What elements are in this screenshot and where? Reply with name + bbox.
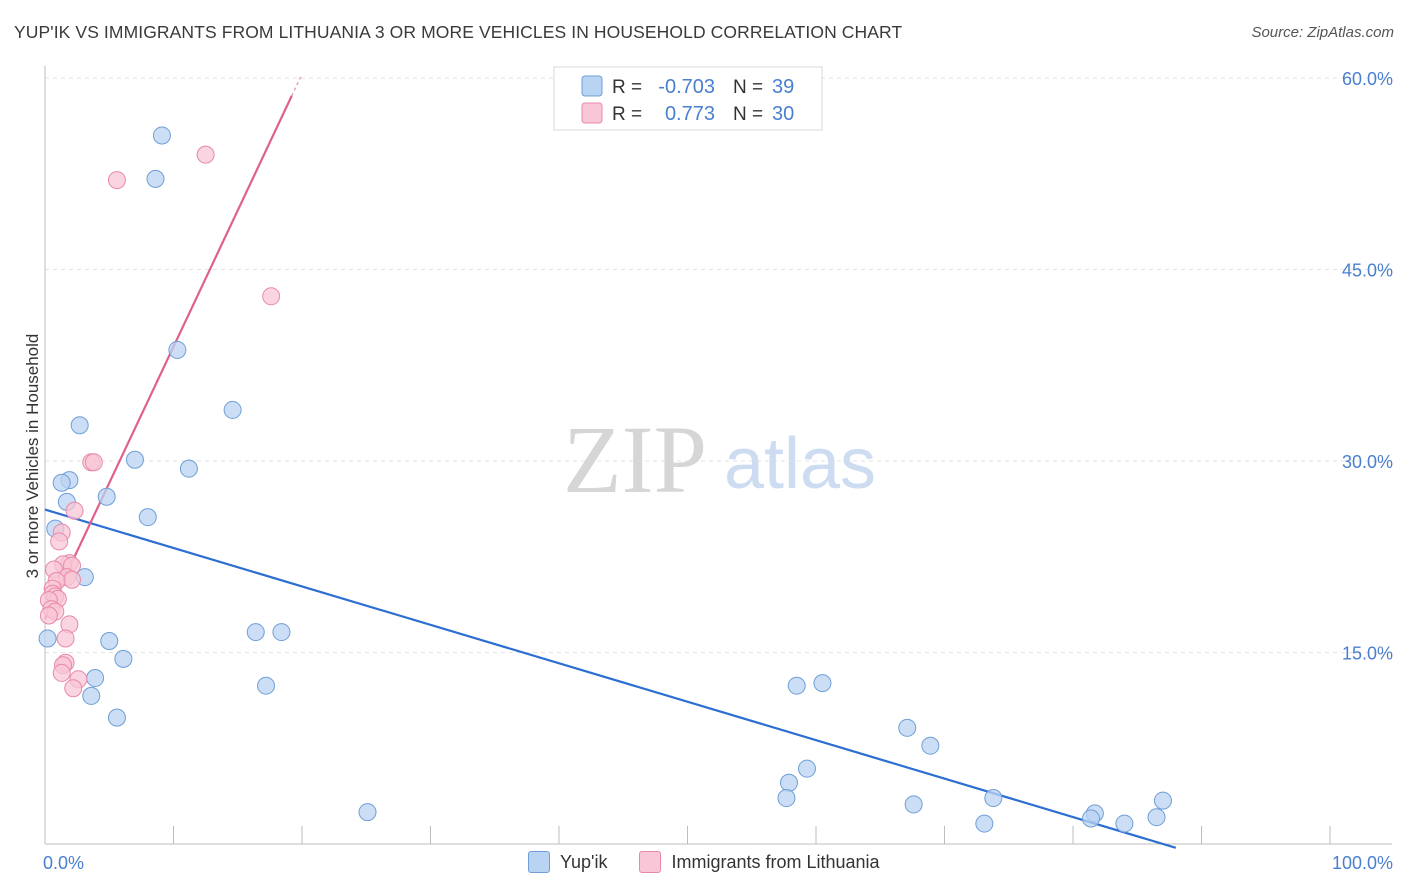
trendline-lithuania-extension xyxy=(291,73,303,97)
point-yupik xyxy=(780,773,799,792)
zipatlas-watermark: ZIP atlas xyxy=(563,406,876,513)
axes xyxy=(44,66,1392,845)
point-yupik xyxy=(97,487,116,506)
point-yupik xyxy=(246,623,265,642)
point-yupik xyxy=(138,508,157,527)
point-lithuania xyxy=(64,679,83,698)
point-yupik xyxy=(125,450,144,469)
source-credit: Source: ZipAtlas.com xyxy=(1251,24,1394,41)
point-lithuania xyxy=(262,287,281,306)
legend-r-value-2: 0.773 xyxy=(665,103,715,125)
point-yupik xyxy=(798,759,817,778)
trendline-yupik xyxy=(44,508,1177,849)
point-yupik xyxy=(272,623,291,642)
point-yupik xyxy=(114,649,133,668)
point-yupik xyxy=(107,708,126,727)
point-lithuania xyxy=(65,501,84,520)
point-yupik xyxy=(52,473,71,492)
point-yupik xyxy=(904,795,923,814)
point-yupik xyxy=(82,686,101,705)
point-lithuania xyxy=(62,570,81,589)
trendline-lithuania xyxy=(44,95,293,620)
point-yupik xyxy=(1081,809,1100,828)
legend-r-label-2: R = xyxy=(612,104,642,125)
x-tick-label-max: 100.0% xyxy=(1332,853,1393,873)
legend-n-label-2: N = xyxy=(733,104,763,125)
legend-swatch-lithuania xyxy=(581,102,603,124)
point-yupik xyxy=(813,674,832,693)
bottom-legend: Yup'ik Immigrants from Lithuania xyxy=(528,851,880,873)
y-tick-label: 45.0% xyxy=(1342,261,1393,281)
point-yupik xyxy=(921,736,940,755)
data-points xyxy=(38,126,1172,833)
chart-title: YUP'IK VS IMMIGRANTS FROM LITHUANIA 3 OR… xyxy=(14,22,903,42)
point-yupik xyxy=(223,400,242,419)
point-yupik xyxy=(1153,791,1172,810)
bottom-legend-label-yupik: Yup'ik xyxy=(560,851,608,872)
point-yupik xyxy=(984,789,1003,808)
point-yupik xyxy=(168,340,187,359)
point-yupik xyxy=(975,814,994,833)
legend-r-value-1: -0.703 xyxy=(658,76,715,98)
legend-r-label-1: R = xyxy=(612,77,642,98)
point-yupik xyxy=(86,669,105,688)
y-tick-label: 15.0% xyxy=(1342,644,1393,664)
point-yupik xyxy=(70,416,89,435)
point-yupik xyxy=(100,632,119,651)
legend-swatch-yupik xyxy=(581,75,603,97)
point-yupik xyxy=(146,169,165,188)
point-lithuania xyxy=(56,629,75,648)
bottom-legend-swatch-lithuania xyxy=(639,851,662,873)
point-lithuania xyxy=(107,171,126,190)
legend: R = -0.703 N = 39 R = 0.773 N = 30 xyxy=(553,66,823,131)
tick-labels: 15.0% 30.0% 45.0% 60.0% 0.0% 100.0% xyxy=(43,69,1393,873)
legend-n-value-2: 30 xyxy=(772,103,794,125)
legend-n-label-1: N = xyxy=(733,77,763,98)
point-yupik xyxy=(1115,814,1134,833)
point-yupik xyxy=(179,459,198,478)
y-axis-label: 3 or more Vehicles in Household xyxy=(23,333,42,579)
point-yupik xyxy=(38,629,57,648)
y-tick-label: 60.0% xyxy=(1342,69,1393,89)
point-lithuania xyxy=(84,453,103,472)
point-yupik xyxy=(1147,808,1166,827)
legend-n-value-1: 39 xyxy=(772,76,794,98)
point-yupik xyxy=(787,676,806,695)
watermark-zip: ZIP xyxy=(563,406,707,513)
point-yupik xyxy=(358,803,377,822)
bottom-legend-label-lithuania: Immigrants from Lithuania xyxy=(671,851,880,872)
point-yupik xyxy=(898,718,917,737)
point-yupik xyxy=(152,126,171,145)
bottom-legend-swatch-yupik xyxy=(528,851,550,873)
y-tick-label: 30.0% xyxy=(1342,452,1393,472)
point-lithuania xyxy=(196,145,215,164)
point-lithuania xyxy=(50,532,69,551)
point-lithuania xyxy=(39,606,58,625)
point-yupik xyxy=(257,676,276,695)
point-yupik xyxy=(777,789,796,808)
watermark-atlas: atlas xyxy=(724,424,876,504)
point-lithuania xyxy=(52,663,71,682)
gridlines xyxy=(45,77,1392,653)
x-tick-label-min: 0.0% xyxy=(43,853,84,873)
